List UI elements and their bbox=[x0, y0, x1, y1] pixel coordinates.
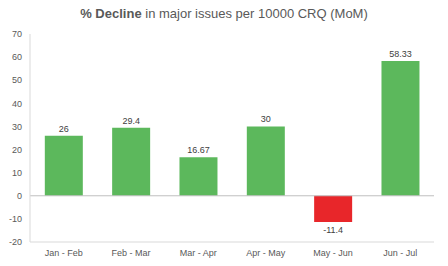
svg-text:-20: -20 bbox=[9, 237, 22, 247]
svg-text:20: 20 bbox=[12, 145, 22, 155]
svg-text:16.67: 16.67 bbox=[187, 145, 210, 155]
html-text:% Decline in major issues per: % Decline in major issues per 10000 CRQ … bbox=[80, 6, 368, 21]
svg-text:-11.4: -11.4 bbox=[323, 225, 343, 235]
svg-text:Jun - Jul: Jun - Jul bbox=[383, 248, 417, 258]
svg-text:30: 30 bbox=[261, 114, 271, 124]
svg-text:Jan - Feb: Jan - Feb bbox=[45, 248, 83, 258]
svg-text:30: 30 bbox=[12, 122, 22, 132]
svg-text:60: 60 bbox=[12, 52, 22, 62]
svg-text:40: 40 bbox=[12, 99, 22, 109]
svg-text:29.4: 29.4 bbox=[122, 116, 140, 126]
svg-text:26: 26 bbox=[59, 124, 69, 134]
svg-text:Mar - Apr: Mar - Apr bbox=[180, 248, 217, 258]
svg-text:0: 0 bbox=[17, 191, 22, 201]
svg-text:May - Jun: May - Jun bbox=[313, 248, 353, 258]
svg-text:-10: -10 bbox=[9, 214, 22, 224]
svg-text:Apr - May: Apr - May bbox=[246, 248, 286, 258]
svg-text:Feb - Mar: Feb - Mar bbox=[111, 248, 150, 258]
svg-text:10: 10 bbox=[12, 168, 22, 178]
svg-text:50: 50 bbox=[12, 75, 22, 85]
svg-text:70: 70 bbox=[12, 29, 22, 39]
svg-text:58.33: 58.33 bbox=[389, 49, 412, 59]
